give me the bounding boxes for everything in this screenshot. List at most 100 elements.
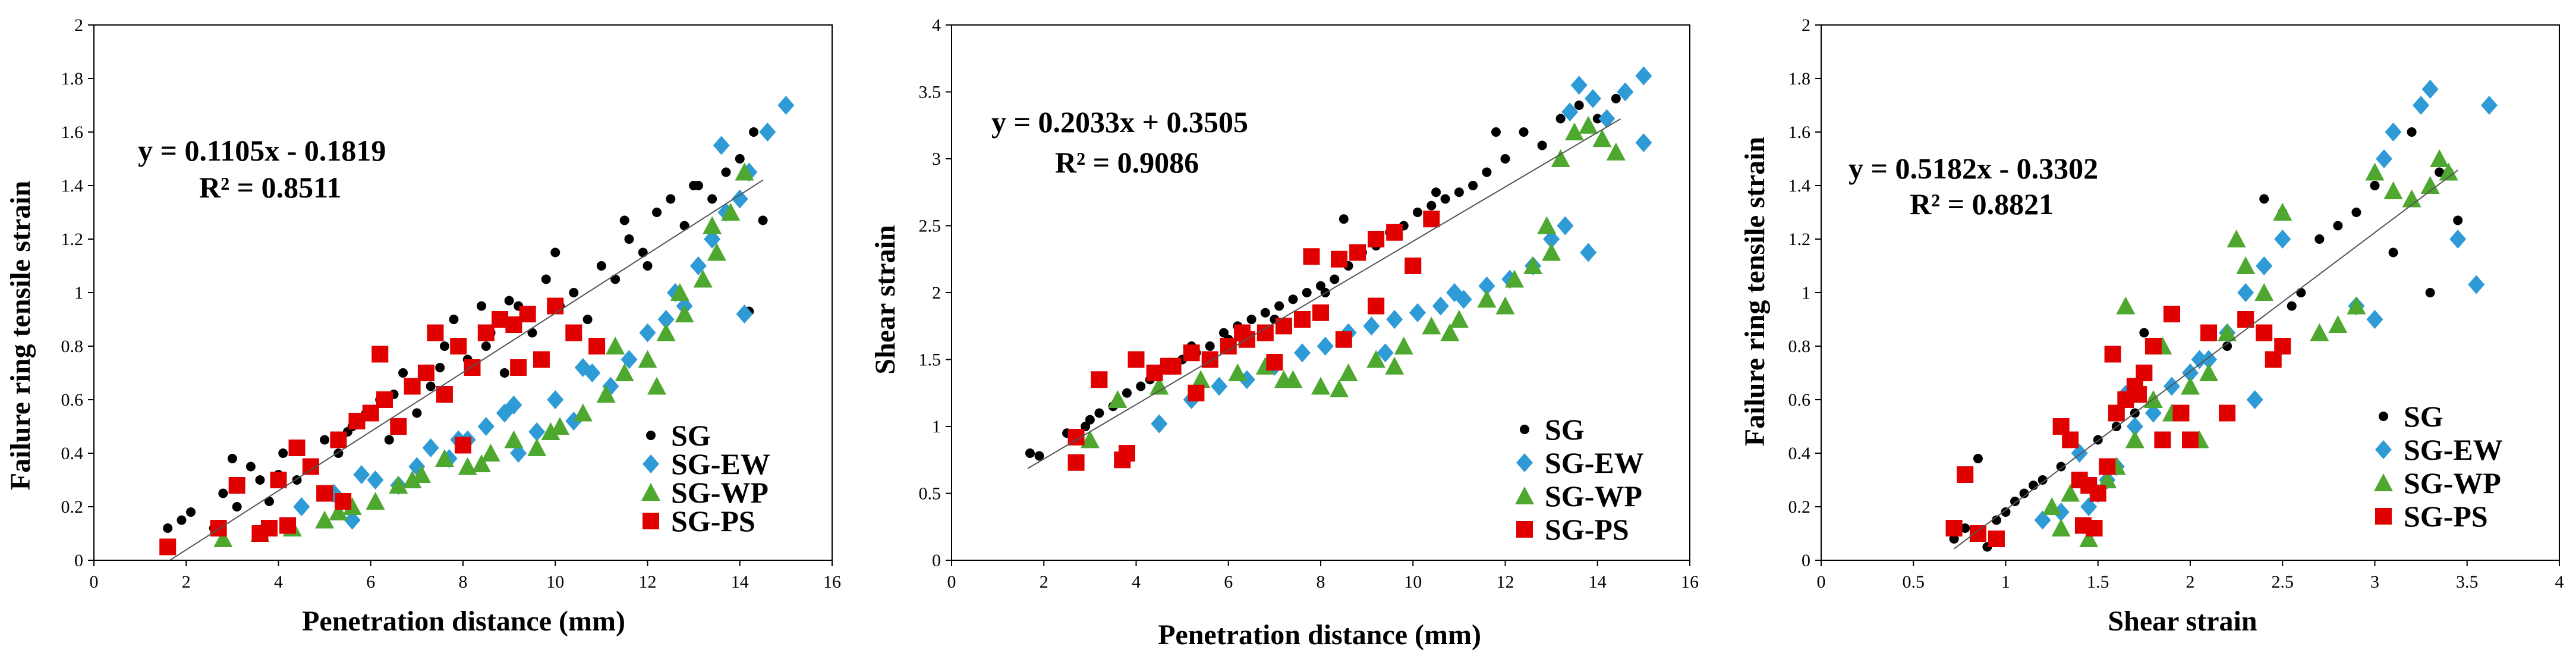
- panel-right-x-tick-label: 3.5: [2456, 572, 2479, 592]
- panel-middle-point-sg-ew: [1584, 89, 1601, 108]
- panel-middle-point-sg-ew: [1478, 276, 1495, 296]
- panel-left-point-sg: [412, 408, 422, 418]
- panel-left-point-sg-ps: [228, 477, 245, 494]
- panel-middle-legend-label-sg-wp: SG-WP: [1545, 479, 1642, 513]
- panel-left-point-sg-ew: [353, 465, 370, 484]
- panel-middle-point-sg-ew: [1635, 66, 1652, 86]
- panel-left-point-sg-wp: [670, 283, 689, 301]
- panel-left-point-sg-ps: [427, 324, 444, 341]
- panel-middle-point-sg-wp: [1537, 216, 1557, 234]
- panel-middle-legend-label-sg: SG: [1545, 413, 1585, 446]
- panel-middle-point-sg-ps: [1160, 357, 1177, 375]
- panel-left-point-sg: [384, 435, 394, 445]
- panel-left-point-sg: [227, 454, 237, 463]
- panel-middle-x-tick-label: 10: [1404, 572, 1422, 592]
- panel-middle-point-sg: [1136, 381, 1146, 391]
- panel-right-point-sg-ps: [2062, 431, 2079, 448]
- panel-left-legend-label-sg: SG: [671, 419, 711, 452]
- panel-left-point-sg-ps: [519, 306, 536, 322]
- panel-middle-x-tick-label: 2: [1040, 572, 1048, 592]
- panel-right-point-sg: [2333, 221, 2343, 231]
- panel-left: Failure ring tensile strain Penetration …: [5, 15, 841, 637]
- panel-middle-point-sg-wp: [1477, 290, 1497, 308]
- panel-left-point-sg: [721, 167, 731, 177]
- panel-left-point-sg: [582, 315, 593, 324]
- panel-right-x-tick-label: 0: [1817, 572, 1826, 592]
- panel-right-point-sg-ps: [1957, 466, 1974, 483]
- panel-middle-point-sg: [1413, 208, 1423, 217]
- panel-left-point-sg: [749, 127, 759, 137]
- panel-right-point-sg-ew: [2481, 96, 2498, 115]
- panel-left-point-sg-ps: [464, 359, 481, 376]
- panel-left-y-tick-label: 1.4: [61, 176, 84, 196]
- panel-middle-point-sg-ew: [1446, 283, 1463, 302]
- panel-middle-point-sg-ew: [1561, 102, 1579, 122]
- panel-left-point-sg: [569, 288, 579, 297]
- panel-right-legend-label-sg-wp: SG-WP: [2404, 466, 2501, 500]
- panel-right: Failure ring tensile strain Shear strain…: [1739, 15, 2564, 637]
- panel-middle-point-sg-wp: [1366, 350, 1386, 368]
- panel-middle-point-sg: [1482, 167, 1492, 177]
- panel-middle-point-sg: [1611, 93, 1621, 103]
- panel-left-point-sg-ew: [528, 422, 546, 441]
- panel-right-point-sg-wp: [2254, 283, 2274, 301]
- panel-right-point-sg-ps: [2154, 431, 2171, 448]
- panel-left-y-tick-label: 0.2: [61, 497, 84, 517]
- panel-left-point-sg-ew: [510, 444, 527, 463]
- panel-right-x-tick-label: 1.5: [2087, 572, 2109, 592]
- panel-right-point-sg-ps: [2219, 404, 2236, 422]
- panel-left-ylabel: Failure ring tensile strain: [5, 181, 36, 490]
- panel-left-point-sg-ps: [390, 418, 407, 435]
- panel-left-point-sg: [426, 381, 436, 391]
- panel-right-y-tick-label: 2: [1802, 15, 1810, 35]
- panel-left-point-sg-wp: [550, 417, 570, 435]
- panel-right-point-sg-ew: [2274, 230, 2291, 249]
- panel-right-point-sg: [2001, 507, 2011, 517]
- panel-left-point-sg: [541, 274, 551, 284]
- panel-left-point-sg-ps: [279, 517, 297, 534]
- panel-middle-y-tick-label: 0.5: [919, 484, 941, 504]
- panel-right-point-sg: [2351, 208, 2361, 217]
- panel-middle-point-sg: [1085, 415, 1095, 425]
- panel-left-point-sg-ew: [547, 390, 564, 409]
- panel-left-point-sg-ps: [450, 338, 467, 354]
- panel-middle-point-sg-ps: [1067, 454, 1085, 471]
- panel-left-point-sg: [735, 154, 745, 164]
- panel-middle-y-tick-label: 4: [932, 15, 941, 35]
- panel-right-point-sg-ew: [2126, 417, 2143, 436]
- panel-left-point-sg: [255, 475, 265, 485]
- panel-left-point-sg: [707, 194, 717, 204]
- panel-left-point-sg: [758, 215, 768, 225]
- panel-middle-point-sg-ew: [1617, 82, 1634, 102]
- panel-middle-y-tick-label: 2.5: [919, 216, 941, 236]
- panel-right-ylabel: Failure ring tensile strain: [1739, 137, 1771, 446]
- panel-left-y-tick-label: 1.2: [61, 230, 84, 249]
- panel-right-legend-label-sg-ps: SG-PS: [2404, 500, 2488, 533]
- panel-middle-point-sg: [1454, 187, 1464, 197]
- panel-left-point-sg: [449, 315, 459, 324]
- panel-middle-point-sg-wp: [1564, 123, 1584, 140]
- panel-left-point-sg: [550, 247, 560, 258]
- panel-left-point-sg: [610, 274, 621, 284]
- panel-right-point-sg-ew: [2237, 283, 2254, 302]
- panel-right-point-sg-wp: [2402, 189, 2421, 208]
- panel-left-point-sg: [666, 194, 676, 204]
- panel-left-y-tick-label: 2: [74, 15, 83, 35]
- panel-middle-point-sg-wp: [1385, 356, 1404, 375]
- panel-middle-point-sg-wp: [1330, 379, 1349, 397]
- panel-right-point-sg: [2435, 167, 2445, 177]
- panel-left-y-tick-label: 1.8: [61, 69, 84, 89]
- panel-left-point-sg-ps: [330, 431, 347, 448]
- panel-left-point-sg-ps: [288, 440, 306, 456]
- panel-right-point-sg-wp: [2116, 296, 2136, 315]
- panel-left-point-sg-wp: [596, 385, 616, 403]
- panel-middle-x-tick-label: 6: [1224, 572, 1233, 592]
- panel-right-point-sg-ps: [1988, 531, 2005, 547]
- panel-middle-legend-marker-sg: [1520, 425, 1529, 434]
- panel-right-point-sg: [2425, 288, 2435, 297]
- panel-middle-fit-line: [1027, 118, 1621, 469]
- panel-middle-point-sg: [1431, 187, 1441, 197]
- panel-middle-x-tick-label: 16: [1681, 572, 1699, 592]
- panel-middle-point-sg-wp: [1108, 390, 1128, 408]
- panel-right-point-sg-wp: [2430, 149, 2449, 167]
